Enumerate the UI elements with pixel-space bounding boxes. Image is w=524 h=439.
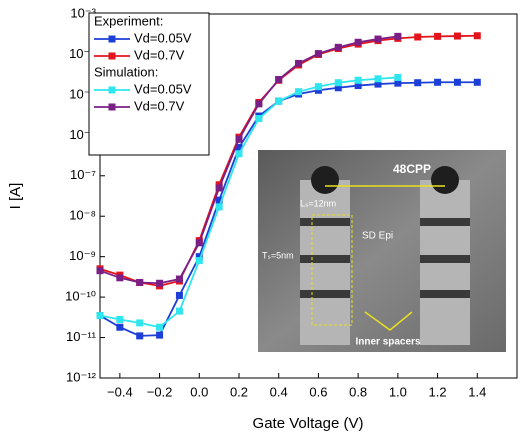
y-tick-label: 10⁻¹¹ bbox=[66, 329, 97, 344]
inset-label: Tₛ=5nm bbox=[262, 250, 294, 260]
marker bbox=[314, 86, 322, 94]
marker bbox=[96, 267, 104, 275]
legend: Experiment: Vd=0.05V Vd=0.7V Simulation: Vd=… bbox=[88, 12, 210, 156]
marker bbox=[394, 73, 402, 81]
marker bbox=[354, 76, 362, 84]
y-axis-label: I [A] bbox=[7, 183, 24, 210]
marker bbox=[434, 32, 442, 40]
y-tick-label: 10⁻¹⁰ bbox=[65, 289, 96, 304]
marker bbox=[215, 184, 223, 192]
marker bbox=[156, 331, 164, 339]
marker bbox=[473, 32, 481, 40]
marker bbox=[334, 84, 342, 92]
marker bbox=[275, 76, 283, 84]
marker bbox=[434, 78, 442, 86]
y-tick-label: 10⁻⁹ bbox=[69, 248, 96, 263]
marker bbox=[136, 319, 144, 327]
x-tick-label: 0.4 bbox=[270, 384, 288, 399]
legend-title: Simulation: bbox=[94, 64, 158, 79]
legend-marker bbox=[108, 52, 116, 60]
marker bbox=[255, 115, 263, 123]
marker bbox=[414, 33, 422, 41]
marker bbox=[453, 78, 461, 86]
marker bbox=[374, 35, 382, 43]
y-tick-label: 10⁻¹² bbox=[66, 369, 97, 384]
inset-image: 48CPP Lₛ=12nm SD Epi Tₛ=5nm Inner spacer… bbox=[258, 150, 506, 352]
marker bbox=[116, 323, 124, 331]
marker bbox=[195, 239, 203, 247]
marker bbox=[156, 279, 164, 287]
marker bbox=[334, 43, 342, 51]
y-tick-label: 10⁻⁷ bbox=[70, 167, 96, 182]
marker bbox=[235, 144, 243, 152]
x-tick-label: 1.2 bbox=[429, 384, 447, 399]
marker bbox=[354, 82, 362, 90]
series-line bbox=[99, 76, 398, 329]
marker bbox=[235, 135, 243, 143]
x-tick-label: 0.8 bbox=[349, 384, 367, 399]
marker bbox=[175, 307, 183, 315]
series-line bbox=[99, 35, 398, 285]
legend-marker bbox=[108, 35, 116, 43]
x-axis-label: Gate Voltage (V) bbox=[253, 415, 364, 432]
marker bbox=[473, 78, 481, 86]
marker bbox=[116, 274, 124, 282]
marker bbox=[96, 312, 104, 320]
marker bbox=[195, 253, 203, 261]
inset-label: 48CPP bbox=[393, 162, 431, 176]
inset-label: Lₛ=12nm bbox=[300, 198, 336, 208]
x-tick-label: −0.2 bbox=[147, 384, 173, 399]
series bbox=[96, 73, 402, 331]
x-tick-label: −0.4 bbox=[107, 384, 133, 399]
marker bbox=[334, 79, 342, 87]
marker bbox=[394, 79, 402, 87]
marker bbox=[136, 278, 144, 286]
marker bbox=[255, 100, 263, 108]
legend-label: Vd=0.05V bbox=[134, 81, 192, 96]
marker bbox=[175, 291, 183, 299]
marker bbox=[314, 83, 322, 91]
x-tick-label: 0.2 bbox=[230, 384, 248, 399]
marker bbox=[175, 275, 183, 283]
legend-label: Vd=0.05V bbox=[134, 30, 192, 45]
marker bbox=[314, 50, 322, 58]
marker bbox=[414, 79, 422, 87]
marker bbox=[215, 203, 223, 211]
y-tick-label: 10⁻⁸ bbox=[69, 208, 96, 223]
plot-frame bbox=[99, 13, 518, 379]
x-tick-label: 0.6 bbox=[309, 384, 327, 399]
marker bbox=[354, 38, 362, 46]
x-tick-label: 1.0 bbox=[389, 384, 407, 399]
inset-label: Inner spacers bbox=[355, 337, 420, 348]
marker bbox=[235, 150, 243, 158]
marker bbox=[394, 32, 402, 40]
marker bbox=[295, 88, 303, 96]
marker bbox=[453, 32, 461, 40]
legend-label: Vd=0.7V bbox=[134, 47, 185, 62]
marker bbox=[116, 315, 124, 323]
legend-label: Vd=0.7V bbox=[134, 98, 185, 113]
legend-title: Experiment: bbox=[94, 13, 163, 28]
marker bbox=[195, 257, 203, 265]
legend-marker bbox=[108, 86, 116, 94]
legend-marker bbox=[108, 103, 116, 111]
marker bbox=[275, 97, 283, 105]
series bbox=[96, 32, 402, 287]
marker bbox=[295, 59, 303, 67]
marker bbox=[374, 80, 382, 88]
marker bbox=[215, 196, 223, 204]
marker bbox=[156, 323, 164, 331]
x-tick-label: 1.4 bbox=[468, 384, 486, 399]
inset-label: SD Epi bbox=[362, 231, 393, 242]
x-tick-label: 0.0 bbox=[190, 384, 208, 399]
marker bbox=[374, 75, 382, 83]
marker bbox=[136, 332, 144, 340]
